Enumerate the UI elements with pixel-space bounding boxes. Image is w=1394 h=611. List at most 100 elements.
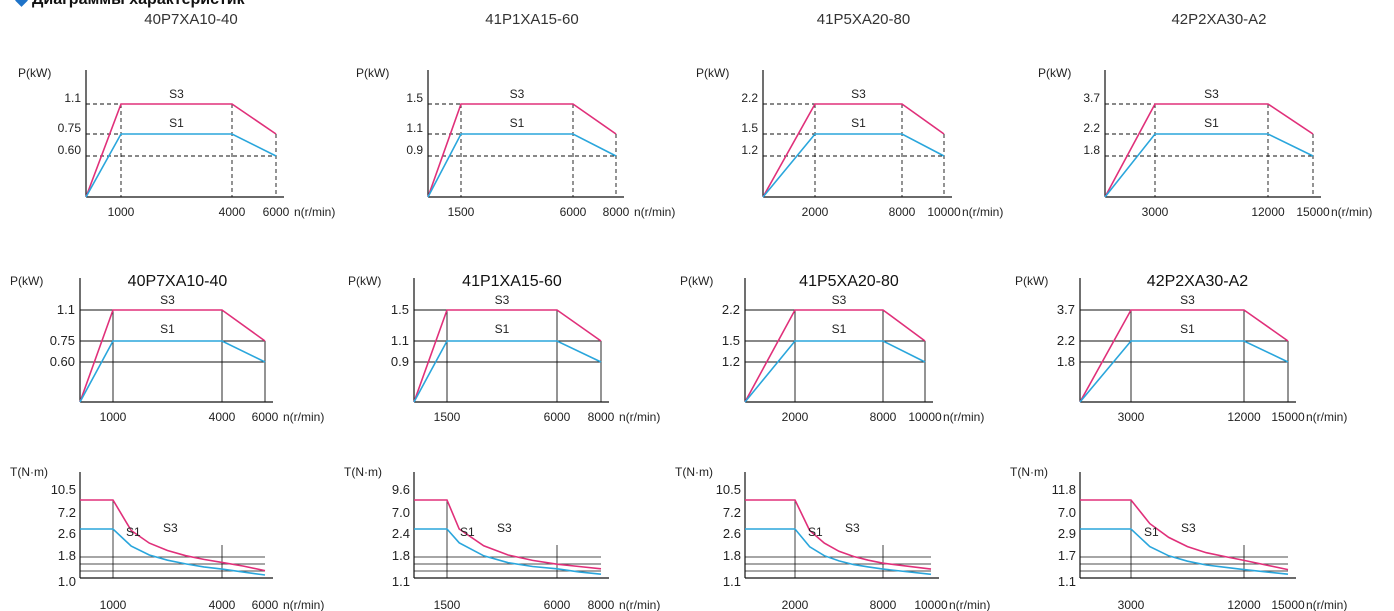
y-tick-label: 11.8: [1052, 482, 1076, 497]
x-tick-label: 15000: [1296, 205, 1330, 219]
chart-title: 41P1XA15-60: [462, 273, 562, 290]
series-line-s3: [79, 309, 266, 403]
y-tick-label: 0.75: [50, 333, 75, 348]
y-tick-label: 10.5: [716, 482, 741, 497]
x-axis-label: n(r/min): [943, 410, 984, 424]
y-tick-label: 1.1: [391, 333, 409, 348]
y-tick-label: 2.2: [1083, 121, 1100, 135]
x-axis-label: n(r/min): [1306, 410, 1347, 424]
y-tick-label: 7.2: [58, 505, 76, 520]
series-line-s3: [762, 103, 945, 198]
section-title: Диаграммы характеристик: [32, 0, 245, 9]
series-label: S3: [495, 293, 510, 307]
x-tick-label: 12000: [1227, 410, 1261, 424]
x-axis-label: n(r/min): [619, 410, 660, 424]
series-label: S3: [1180, 293, 1195, 307]
chart-panel-10: S1 S3 9.6 7.0 2.4 1.8 1.1 1500 6000 8000 T(N·m) n(r…: [344, 465, 660, 611]
y-tick-label: 1.0: [58, 574, 76, 589]
series-label: S1: [510, 116, 525, 130]
x-tick-label: 1000: [100, 410, 127, 424]
y-tick-label: 1.5: [391, 302, 409, 317]
series-label: S1: [160, 322, 175, 336]
y-tick-label: 9.6: [392, 482, 410, 497]
x-axis-label: n(r/min): [949, 598, 990, 611]
chart-panel-4: S3 S1 3.7 2.2 1.8 3000 12000 15000 P(kW) n(r/min)…: [1038, 11, 1372, 219]
y-axis-label: P(kW): [696, 66, 729, 80]
y-axis-label: P(kW): [680, 274, 713, 288]
y-tick-label: 2.9: [1058, 526, 1076, 541]
series-line-s1: [1080, 528, 1289, 575]
chart-panel-2: S3 S1 1.5 1.1 0.9 1500 6000 8000 P(kW) n(r/min) 41…: [356, 11, 675, 219]
x-axis-label: n(r/min): [1331, 205, 1372, 219]
x-tick-label: 8000: [588, 598, 615, 611]
x-tick-label: 1000: [108, 205, 135, 219]
x-tick-label: 6000: [263, 205, 290, 219]
x-tick-label: 10000: [914, 598, 948, 611]
chart-panel-12: S1 S3 11.8 7.0 2.9 1.7 1.1 3000 12000 15000 T(N·m)…: [1010, 465, 1347, 611]
y-tick-label: 7.0: [392, 505, 410, 520]
chart-title: 41P5XA20-80: [799, 273, 899, 290]
chart-title: 42P2XA30-A2: [1171, 11, 1266, 28]
x-axis-label: n(r/min): [1306, 598, 1347, 611]
chart-panel-5: S3 S1 1.1 0.75 0.60 1000 4000 6000 P(kW) n(r/min)…: [10, 273, 324, 424]
y-tick-label: 2.4: [392, 526, 410, 541]
x-tick-label: 6000: [252, 410, 279, 424]
y-tick-label: 1.8: [723, 548, 741, 563]
series-line-s3: [85, 103, 277, 198]
x-tick-label: 6000: [544, 598, 571, 611]
y-tick-label: 7.2: [723, 505, 741, 520]
chart-panel-9: S1 S3 10.5 7.2 2.6 1.8 1.0 1000 4000 6000 T(N·m) n(…: [10, 465, 324, 611]
y-tick-label: 1.2: [741, 143, 758, 157]
x-tick-label: 8000: [870, 598, 897, 611]
series-line-s3: [744, 309, 926, 403]
series-label: S1: [832, 322, 847, 336]
x-tick-label: 8000: [889, 205, 916, 219]
y-axis-label: T(N·m): [675, 465, 713, 479]
x-tick-label: 3000: [1142, 205, 1169, 219]
x-axis-label: n(r/min): [619, 598, 660, 611]
chart-panel-6: S3 S1 1.5 1.1 0.9 1500 6000 8000 P(kW) n(r/min) 41…: [348, 273, 660, 424]
x-tick-label: 1500: [448, 205, 475, 219]
y-tick-label: 3.7: [1083, 91, 1100, 105]
x-tick-label: 1000: [100, 598, 127, 611]
y-axis-label: P(kW): [348, 274, 381, 288]
x-tick-label: 6000: [252, 598, 279, 611]
chart-panel-7: S3 S1 2.2 1.5 1.2 2000 8000 10000 P(kW) n(r/min) 4…: [680, 273, 984, 424]
series-label: S1: [1204, 116, 1219, 130]
series-line-s1: [745, 528, 932, 576]
x-tick-label: 4000: [209, 410, 236, 424]
x-axis-label: n(r/min): [294, 205, 335, 219]
chart-title: 42P2XA30-A2: [1147, 273, 1249, 290]
y-axis-label: T(N·m): [1010, 465, 1048, 479]
y-tick-label: 2.2: [722, 302, 740, 317]
y-axis-label: P(kW): [18, 66, 51, 80]
series-label: S3: [169, 87, 184, 101]
series-line-s1: [744, 340, 926, 403]
x-tick-label: 10000: [927, 205, 961, 219]
x-axis-label: n(r/min): [283, 410, 324, 424]
y-axis-label: P(kW): [1038, 66, 1071, 80]
series-label: S3: [160, 293, 175, 307]
x-tick-label: 8000: [588, 410, 615, 424]
x-tick-label: 2000: [802, 205, 829, 219]
x-tick-label: 4000: [209, 598, 236, 611]
y-tick-label: 1.1: [1058, 574, 1076, 589]
x-tick-label: 2000: [782, 410, 809, 424]
y-tick-label: 1.5: [722, 333, 740, 348]
chart-title: 41P1XA15-60: [485, 11, 578, 28]
x-tick-label: 12000: [1227, 598, 1261, 611]
x-tick-label: 12000: [1251, 205, 1285, 219]
series-line-s1: [1104, 133, 1314, 198]
chart-panel-11: S1 S3 10.5 7.2 2.6 1.8 1.1 2000 8000 10000 T(N·m) n…: [675, 465, 990, 611]
y-tick-label: 1.1: [392, 574, 410, 589]
series-label: S1: [851, 116, 866, 130]
x-tick-label: 2000: [782, 598, 809, 611]
x-tick-label: 6000: [544, 410, 571, 424]
y-tick-label: 2.2: [1057, 333, 1075, 348]
y-tick-label: 1.8: [392, 548, 410, 563]
y-tick-label: 1.1: [64, 91, 81, 105]
series-line-s3: [1079, 309, 1289, 403]
x-axis-label: n(r/min): [962, 205, 1003, 219]
series-label: S3: [163, 521, 178, 535]
